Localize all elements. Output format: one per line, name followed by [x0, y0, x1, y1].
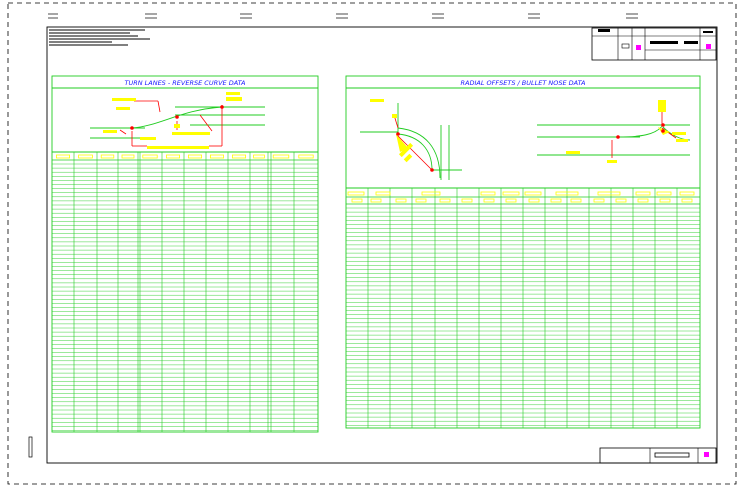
left-table-title: TURN LANES - REVERSE CURVE DATA — [124, 79, 245, 87]
column-header-tag — [421, 191, 441, 196]
drawing-frame — [46, 26, 718, 464]
sheet-dashed-border — [7, 2, 737, 485]
column-header-tag — [461, 198, 473, 203]
column-header-tag — [439, 198, 451, 203]
column-header-tag — [347, 191, 365, 196]
reverse-curve-diagram — [90, 92, 265, 149]
column-header-tag — [375, 191, 391, 196]
curve-label-tags — [103, 92, 242, 149]
curve-point-markers — [130, 105, 224, 130]
side-marker — [28, 436, 33, 458]
column-header-tag — [483, 198, 495, 203]
column-header-tag — [209, 154, 224, 159]
column-header-tag — [187, 154, 202, 159]
left-table-grid — [52, 152, 318, 432]
column-header-tag — [615, 198, 627, 203]
column-header-tag — [593, 198, 605, 203]
sheet-number-block — [599, 447, 717, 464]
column-header-tag — [253, 154, 265, 159]
column-header-tag — [415, 198, 427, 203]
right-table-title: RADIAL OFFSETS / BULLET NOSE DATA — [461, 79, 586, 87]
sheet-flag-icon — [706, 44, 711, 49]
column-header-tag — [524, 191, 542, 196]
top-zone-markers — [48, 13, 638, 19]
bullet-nose-diagram — [537, 100, 691, 163]
general-notes-block — [49, 29, 150, 46]
column-header-tag — [298, 154, 314, 159]
column-header-tag — [231, 154, 246, 159]
column-header-tag — [635, 191, 651, 196]
radial-offset-diagram — [360, 99, 462, 180]
column-header-tag — [165, 154, 180, 159]
column-header-tag — [528, 198, 540, 203]
column-header-tag — [597, 191, 621, 196]
column-header-tag — [679, 191, 695, 196]
column-header-tag — [395, 198, 407, 203]
column-header-tag — [570, 198, 582, 203]
column-header-tag — [555, 191, 579, 196]
column-header-tag — [272, 154, 290, 159]
column-header-tag — [505, 198, 517, 203]
column-header-tag — [659, 198, 671, 203]
revision-flag-icon — [636, 45, 641, 50]
sheet-number-flag-icon — [704, 452, 709, 457]
column-header-tag — [681, 198, 693, 203]
column-header-tag — [121, 154, 135, 159]
column-header-tag — [370, 198, 382, 203]
column-header-tag — [637, 198, 649, 203]
column-header-tag — [480, 191, 496, 196]
column-header-tag — [78, 154, 93, 159]
column-header-tag — [56, 154, 71, 159]
right-table-grid — [346, 188, 700, 428]
column-header-tag — [656, 191, 672, 196]
column-header-tag — [351, 198, 363, 203]
column-header-tag — [142, 154, 158, 159]
column-header-tag — [100, 154, 115, 159]
column-header-tag — [550, 198, 562, 203]
column-header-tag — [502, 191, 520, 196]
title-block — [591, 27, 717, 61]
